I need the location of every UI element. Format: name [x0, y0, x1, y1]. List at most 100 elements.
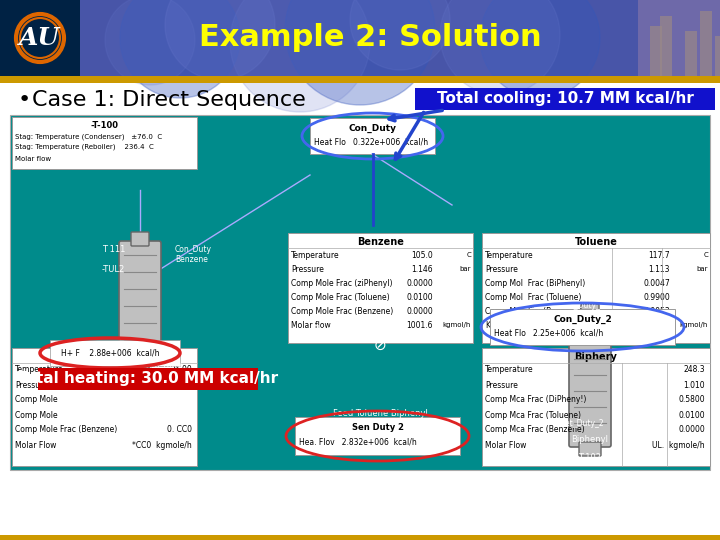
Text: Pressure: Pressure — [485, 381, 518, 389]
Text: T lumme: T lumme — [565, 314, 599, 322]
Text: Total heating: 30.0 MM kcal/hr: Total heating: 30.0 MM kcal/hr — [17, 372, 279, 387]
Text: Biphery: Biphery — [575, 352, 618, 362]
Text: Molar flow: Molar flow — [291, 321, 330, 329]
Text: 248.3: 248.3 — [683, 366, 705, 375]
Text: Heat Flo   0.322e+006  kcal/h: Heat Flo 0.322e+006 kcal/h — [314, 138, 428, 146]
Text: 1.113: 1.113 — [649, 265, 670, 273]
Text: Molar flow: Molar flow — [15, 156, 51, 162]
Text: Comp Mole Frac (Benzene): Comp Mole Frac (Benzene) — [15, 426, 117, 435]
Text: 0.5800: 0.5800 — [678, 395, 705, 404]
Text: Molar Flow: Molar Flow — [15, 441, 56, 449]
Bar — [0, 535, 720, 540]
Text: Biphenyl: Biphenyl — [572, 435, 608, 444]
Text: Pressure: Pressure — [291, 265, 324, 273]
Text: ⊘: ⊘ — [374, 338, 387, 353]
Text: 0.0000: 0.0000 — [678, 426, 705, 435]
Circle shape — [105, 0, 195, 85]
Bar — [310, 118, 435, 154]
FancyBboxPatch shape — [129, 354, 151, 368]
Bar — [38, 368, 258, 390]
Text: 0.0053: 0.0053 — [643, 307, 670, 315]
Text: 0. CC0: 0. CC0 — [167, 426, 192, 435]
Text: 0.0100: 0.0100 — [678, 410, 705, 420]
Text: Comp Mca Frac (DiPheny!): Comp Mca Frac (DiPheny!) — [485, 395, 586, 404]
Text: Temperature: Temperature — [15, 366, 63, 375]
Text: Comp Mol  Frac (Toluene): Comp Mol Frac (Toluene) — [485, 293, 581, 301]
Text: Comp Mol  Frac (BiPhenyl): Comp Mol Frac (BiPhenyl) — [485, 279, 585, 287]
Text: Total cooling: 10.7 MM kcal/hr: Total cooling: 10.7 MM kcal/hr — [436, 91, 693, 106]
Text: Con_Duty: Con_Duty — [175, 246, 212, 254]
Text: Temperature: Temperature — [485, 251, 534, 260]
Text: -TUL2: -TUL2 — [102, 266, 125, 274]
Text: 117.7: 117.7 — [649, 251, 670, 260]
Text: Benzene: Benzene — [175, 255, 208, 265]
Circle shape — [480, 0, 600, 98]
Text: Molar Flow: Molar Flow — [485, 441, 526, 449]
Bar — [50, 340, 180, 366]
Text: Comp Mole: Comp Mole — [15, 410, 58, 420]
Text: Stag: Temperature (Reboiler)    236.4  C: Stag: Temperature (Reboiler) 236.4 C — [15, 144, 154, 150]
Bar — [490, 309, 675, 345]
Text: Hea. Flov   2.832e+006  kcal/h: Hea. Flov 2.832e+006 kcal/h — [299, 437, 417, 447]
Text: Feed Toluene Biphenyl: Feed Toluene Biphenyl — [333, 408, 428, 417]
Text: 0.9900: 0.9900 — [643, 293, 670, 301]
Bar — [482, 233, 710, 343]
FancyBboxPatch shape — [569, 313, 611, 447]
Bar — [10, 115, 710, 470]
Circle shape — [120, 0, 240, 98]
Text: bar: bar — [696, 266, 708, 272]
Text: 0.0000: 0.0000 — [406, 307, 433, 315]
Text: Kcs_Foz: Kcs_Foz — [485, 321, 515, 329]
Text: 0.0047: 0.0047 — [643, 279, 670, 287]
FancyBboxPatch shape — [581, 304, 599, 318]
Bar — [638, 0, 720, 76]
Text: Temperature: Temperature — [291, 251, 340, 260]
Text: 97.C: 97.C — [652, 321, 670, 329]
Text: AU: AU — [19, 26, 60, 50]
Text: kgmol/h: kgmol/h — [443, 322, 471, 328]
Text: Example 2: Solution: Example 2: Solution — [199, 24, 541, 52]
Text: Reb_Duty: Reb_Duty — [145, 361, 181, 369]
Bar — [650, 26, 662, 76]
Text: Feed: Feed — [93, 353, 116, 361]
Bar — [660, 16, 672, 76]
Text: bar: bar — [459, 266, 471, 272]
Bar — [415, 88, 715, 110]
FancyBboxPatch shape — [119, 241, 161, 360]
Text: Stag: Temperature (Condenser)   ±76.0  C: Stag: Temperature (Condenser) ±76.0 C — [15, 134, 162, 140]
Text: Comp Mole Frac (ziPhenyl): Comp Mole Frac (ziPhenyl) — [291, 279, 392, 287]
Text: Pressure: Pressure — [15, 381, 48, 389]
Text: Case 1: Direct Sequence: Case 1: Direct Sequence — [32, 90, 306, 110]
Text: kgmol/h: kgmol/h — [680, 322, 708, 328]
Text: Pressure: Pressure — [485, 265, 518, 273]
Text: Sen Duty 2: Sen Duty 2 — [351, 422, 403, 431]
Bar — [0, 0, 720, 83]
Circle shape — [350, 0, 450, 70]
Bar — [482, 348, 710, 466]
Circle shape — [440, 0, 560, 95]
Text: H+ F    2.88e+006  kcal/h: H+ F 2.88e+006 kcal/h — [60, 348, 159, 357]
Text: 0.0100: 0.0100 — [406, 293, 433, 301]
Text: T 111: T 111 — [102, 246, 125, 254]
Text: 1.146: 1.146 — [411, 265, 433, 273]
Circle shape — [165, 0, 275, 80]
Text: Cl:on:Biphenyl: Cl:on:Biphenyl — [312, 326, 368, 334]
Bar — [700, 11, 712, 76]
Text: 1.010: 1.010 — [683, 381, 705, 389]
Text: Toluene: Toluene — [575, 237, 618, 247]
Text: Comp Mole: Comp Mole — [15, 395, 58, 404]
Bar — [0, 0, 720, 83]
Text: v v 100: v v 100 — [351, 326, 379, 334]
Text: Con_Duty: Con_Duty — [348, 124, 397, 133]
Text: -T-100: -T-100 — [91, 122, 119, 131]
Text: C: C — [703, 252, 708, 258]
Text: *CC0  kgmole/h: *CC0 kgmole/h — [132, 441, 192, 449]
Bar — [715, 36, 720, 76]
Text: Ret_Duty_2: Ret_Duty_2 — [560, 418, 604, 428]
Text: UL.  kgmole/h: UL. kgmole/h — [652, 441, 705, 449]
Text: Con_Duty_2: Con_Duty_2 — [553, 314, 612, 323]
FancyBboxPatch shape — [579, 442, 601, 456]
Text: Comp Mole Frac (Toluene): Comp Mole Frac (Toluene) — [291, 293, 390, 301]
Text: Benzene: Benzene — [357, 237, 404, 247]
Bar — [12, 348, 197, 466]
